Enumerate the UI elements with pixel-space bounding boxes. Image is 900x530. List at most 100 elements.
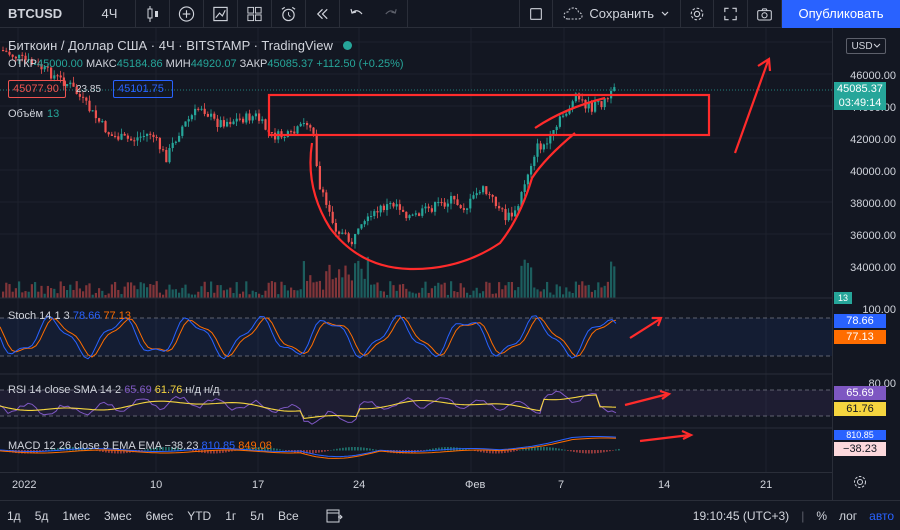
- range-ytd[interactable]: YTD: [187, 508, 212, 523]
- stoch-legend[interactable]: Stoch 14 1 3 78.66 77.13: [8, 310, 131, 322]
- range-1m[interactable]: 1мес: [62, 508, 90, 523]
- macd-hist-bar: [171, 447, 173, 451]
- symbol-search-button[interactable]: BTCUSD: [0, 0, 84, 28]
- auto-toggle[interactable]: авто: [869, 509, 894, 523]
- high-label: МАКС: [85, 58, 117, 70]
- price-axis[interactable]: 46000.00 44000.00 42000.00 40000.00 3800…: [832, 28, 900, 500]
- settings-button[interactable]: [680, 0, 714, 28]
- plus-circle-icon: [178, 5, 195, 22]
- stoch-name: Stoch 14 1 3: [8, 310, 70, 322]
- range-5y[interactable]: 5л: [250, 508, 264, 523]
- macd-hist-bar: [180, 448, 182, 451]
- macd-hist-bar: [114, 450, 116, 454]
- volume-bar: [162, 294, 165, 298]
- range-all[interactable]: Все: [277, 508, 299, 523]
- macd-hist-bar: [69, 447, 71, 451]
- candle-body: [62, 77, 65, 86]
- candle-body: [571, 101, 574, 109]
- macd-hist-bar: [315, 450, 317, 454]
- layout-select-button[interactable]: [519, 0, 554, 28]
- fullscreen-button[interactable]: [714, 0, 748, 28]
- save-button[interactable]: Сохранить: [553, 0, 680, 28]
- macd-hist-bar: [576, 450, 578, 453]
- rsi-legend[interactable]: RSI 14 close SMA 14 2 65.69 61.76 н/д н/…: [8, 384, 220, 396]
- macd-hist-bar: [354, 447, 356, 451]
- range-3m[interactable]: 3мес: [103, 508, 132, 523]
- volume-bar: [514, 290, 517, 298]
- volume-bar: [120, 294, 123, 298]
- publish-button[interactable]: Опубликовать: [782, 0, 900, 28]
- range-6m[interactable]: 6мес: [145, 508, 174, 523]
- volume-bar: [107, 293, 110, 298]
- range-1d[interactable]: 1д: [7, 508, 21, 523]
- macd-legend[interactable]: MACD 12 26 close 9 EMA EMA −38.23 810.85…: [8, 440, 272, 452]
- clock[interactable]: 19:10:45 (UTC+3): [692, 509, 790, 523]
- volume-bar: [613, 266, 616, 298]
- macd-hist-bar: [219, 450, 221, 454]
- percent-toggle[interactable]: %: [816, 509, 827, 523]
- candle-body: [530, 165, 533, 175]
- price-chart[interactable]: [0, 28, 832, 500]
- volume-bar: [440, 284, 443, 298]
- buy-price-button[interactable]: 45101.75: [113, 80, 173, 98]
- candle-body: [568, 108, 571, 114]
- volume-bar: [286, 290, 289, 298]
- candle-body: [498, 206, 501, 209]
- candle-body: [325, 192, 328, 205]
- candle-body: [91, 110, 94, 112]
- macd-hist-bar: [516, 450, 518, 451]
- macd-hist-bar: [144, 449, 146, 451]
- snapshot-button[interactable]: [748, 0, 782, 28]
- macd-hist-bar: [222, 450, 224, 453]
- macd-hist-bar: [324, 450, 326, 452]
- layout-button[interactable]: [238, 0, 272, 28]
- log-toggle[interactable]: лог: [838, 509, 858, 523]
- resistance-box: [267, 93, 711, 137]
- chart-type-button[interactable]: [136, 0, 170, 28]
- volume-bar: [251, 290, 254, 298]
- volume-bar: [478, 293, 481, 298]
- range-1y[interactable]: 1г: [225, 508, 237, 523]
- spread-value: 23.85: [76, 83, 102, 95]
- volume-bar: [418, 292, 421, 298]
- macd-hist-bar: [117, 450, 119, 454]
- candle-body: [136, 137, 139, 141]
- volume-bar: [507, 281, 510, 298]
- currency-button[interactable]: USD: [846, 38, 886, 54]
- macd-hist-bar: [486, 450, 488, 453]
- axis-settings-button[interactable]: [852, 474, 868, 493]
- date-range-button[interactable]: [326, 508, 344, 524]
- redo-button[interactable]: [374, 0, 408, 28]
- volume-bar: [168, 284, 171, 298]
- macd-hist-bar: [279, 449, 281, 451]
- templates-button[interactable]: [204, 0, 238, 28]
- volume-bar: [78, 288, 81, 298]
- volume-bar: [40, 285, 43, 298]
- time-axis[interactable]: 2022 10 17 24 Фев 7 14 21: [0, 472, 832, 500]
- range-5d[interactable]: 5д: [34, 508, 49, 523]
- volume-bar: [101, 290, 104, 298]
- volume-bar: [200, 286, 203, 298]
- macd-hist-bar: [108, 450, 110, 453]
- replay-button[interactable]: [306, 0, 340, 28]
- volume-bar: [610, 261, 613, 298]
- volume-legend: Объём 13: [8, 108, 59, 120]
- volume-bar: [302, 261, 305, 298]
- volume-bar: [75, 281, 78, 298]
- indicators-button[interactable]: [170, 0, 204, 28]
- low-label: МИН: [165, 58, 191, 70]
- alert-button[interactable]: [272, 0, 306, 28]
- candle-body: [190, 115, 193, 120]
- macd-hist-bar: [348, 447, 350, 451]
- candle-body: [360, 224, 363, 229]
- candle-body: [242, 118, 245, 123]
- volume-bar: [171, 289, 174, 298]
- interval-button[interactable]: 4Ч: [84, 0, 136, 28]
- volume-bar: [299, 289, 302, 298]
- sell-price-button[interactable]: 45077.90: [8, 80, 66, 98]
- volume-bar: [126, 282, 129, 298]
- macd-hist-bar: [549, 447, 551, 451]
- undo-button[interactable]: [340, 0, 374, 28]
- volume-bar: [597, 282, 600, 298]
- macd-hist-bar: [264, 447, 266, 451]
